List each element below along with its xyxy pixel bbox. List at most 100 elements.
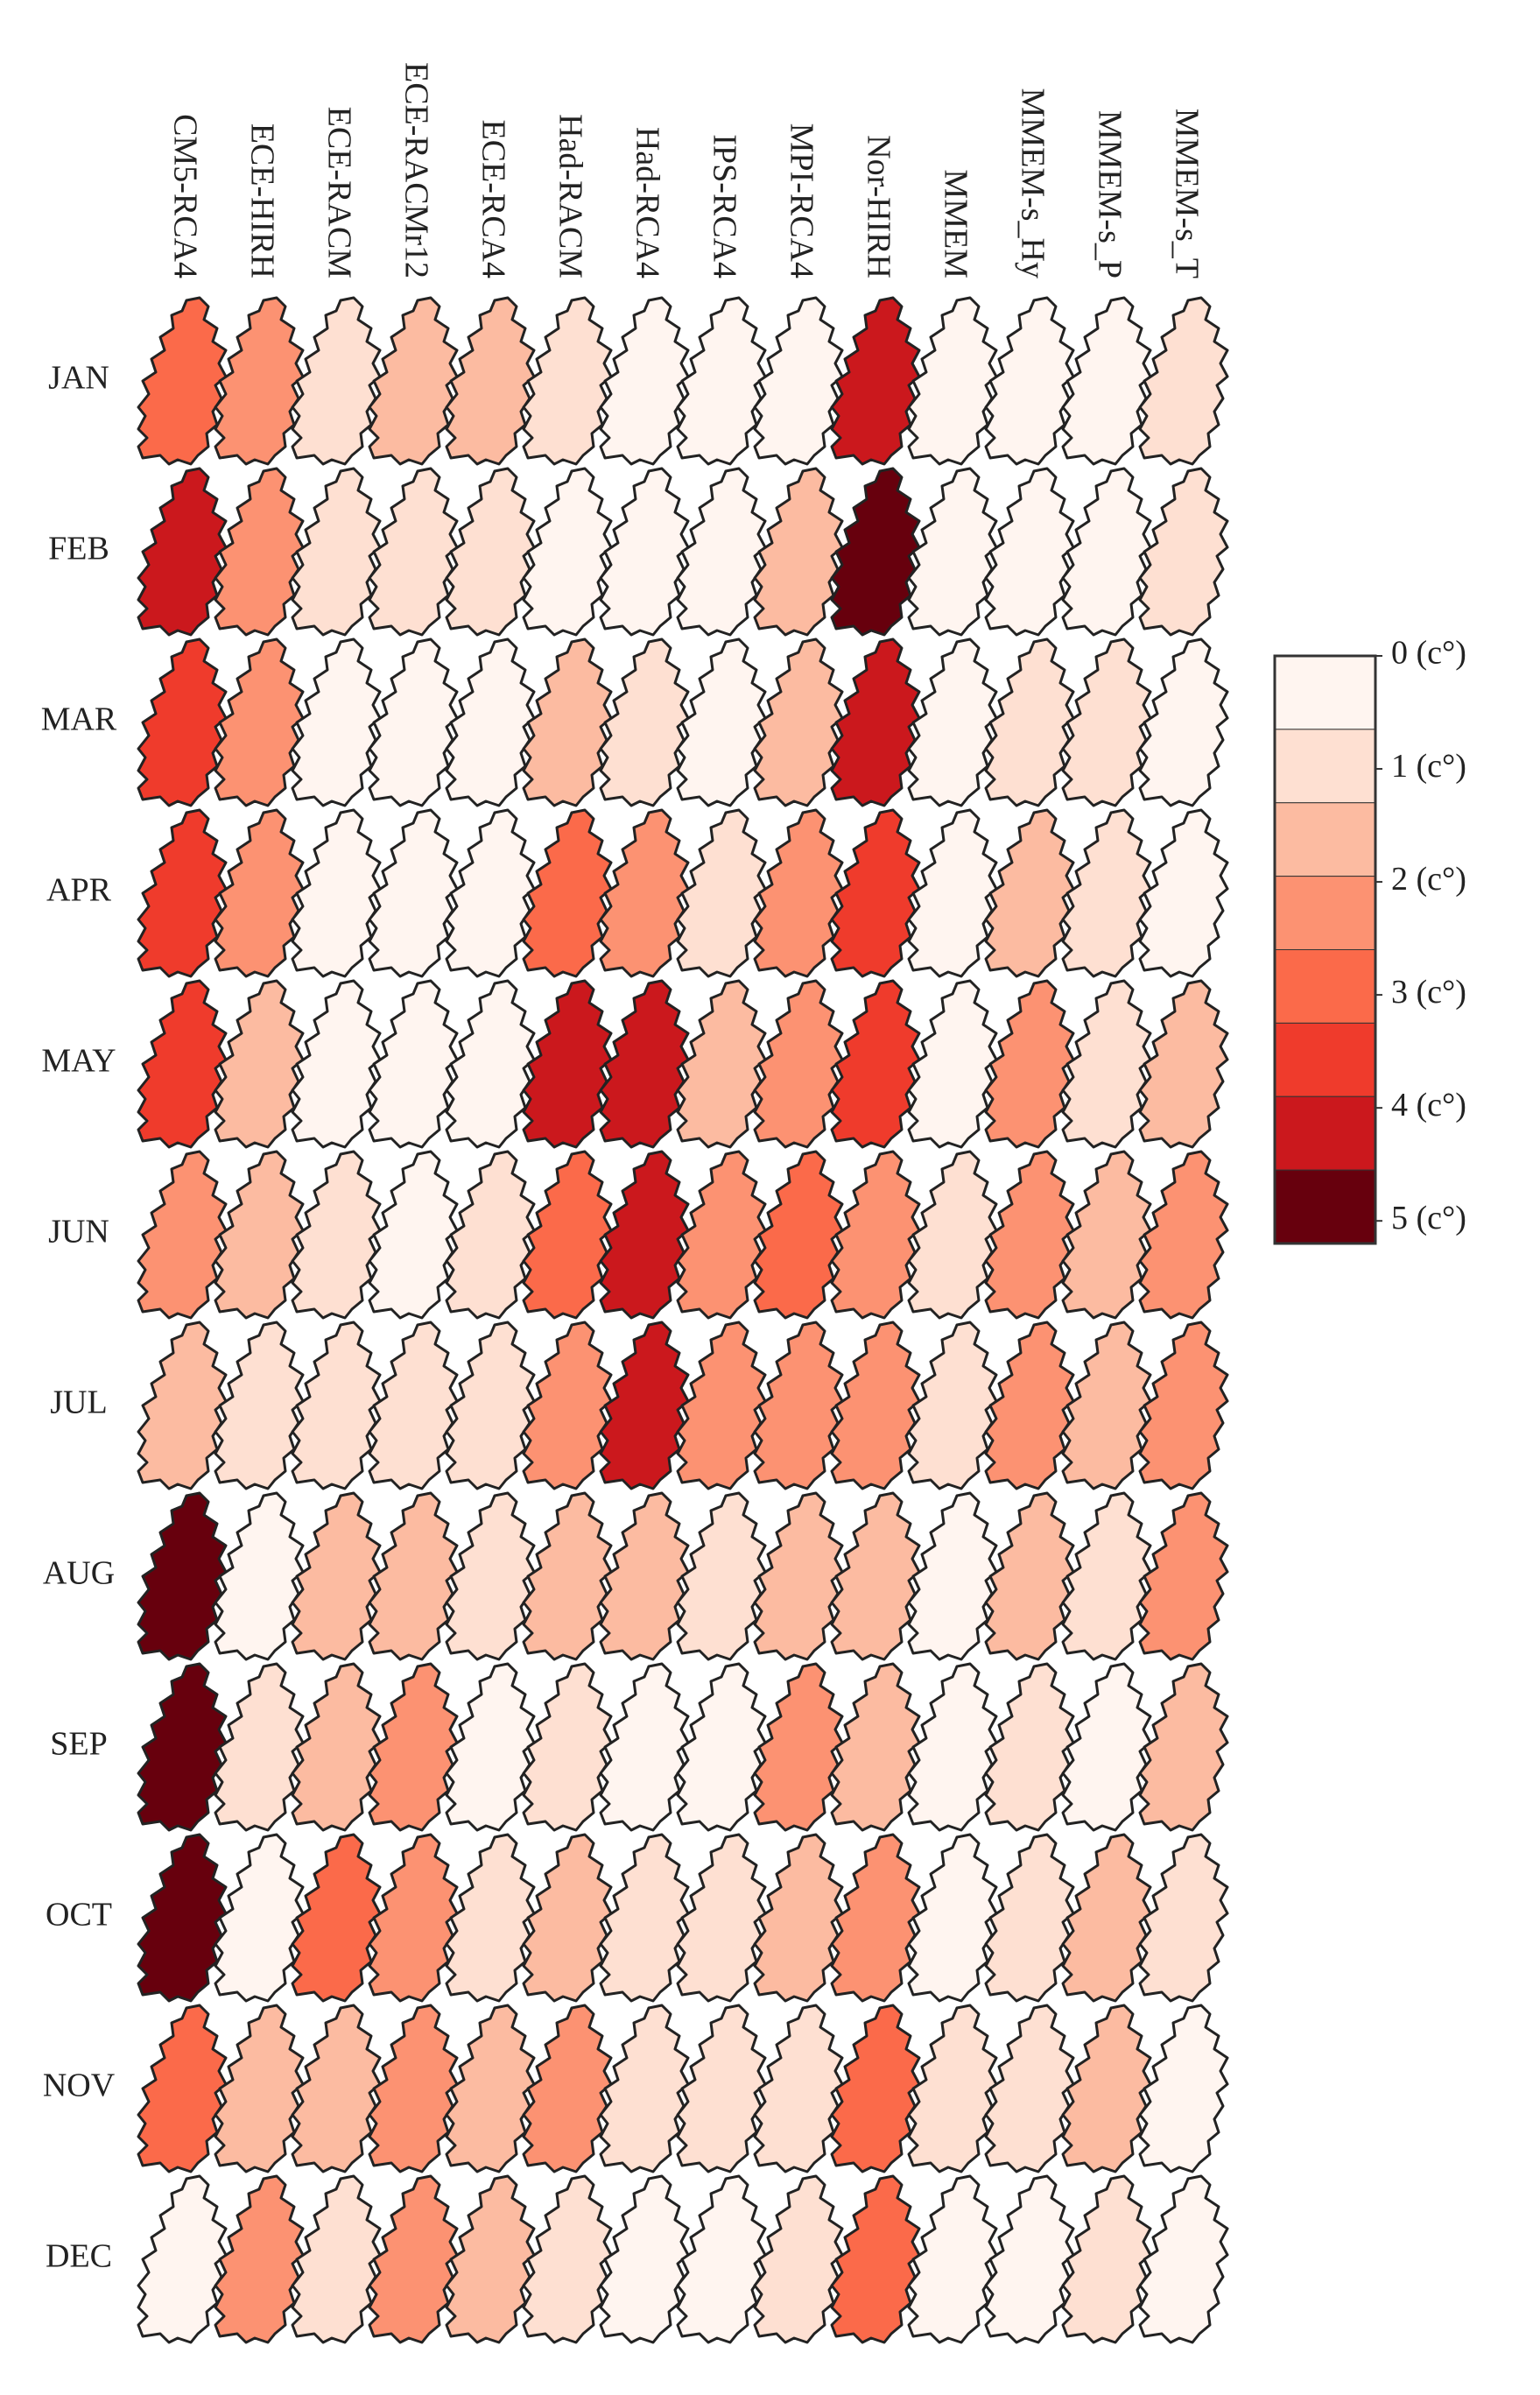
map-cell xyxy=(830,1662,921,1832)
map-cell xyxy=(522,637,613,807)
map-cell xyxy=(753,1321,844,1490)
map-cell xyxy=(907,1321,998,1490)
map-cell xyxy=(599,1150,690,1320)
map-cell xyxy=(1138,1491,1229,1661)
map-cell xyxy=(676,637,767,807)
legend-swatch xyxy=(1274,1022,1376,1097)
map-cell xyxy=(753,2174,844,2344)
map-cell xyxy=(984,979,1075,1149)
map-cell xyxy=(291,808,382,978)
column-label: ECE-RACMr12 xyxy=(397,62,434,278)
map-cell xyxy=(599,1321,690,1490)
map-cell xyxy=(214,467,305,637)
map-cell xyxy=(676,1491,767,1661)
map-cell xyxy=(830,2004,921,2173)
map-cell xyxy=(1061,637,1152,807)
map-cell xyxy=(291,2174,382,2344)
map-cell xyxy=(137,1491,228,1661)
map-cell xyxy=(214,1491,305,1661)
column-label: Had-RCA4 xyxy=(629,127,665,278)
map-cell xyxy=(676,467,767,637)
map-cell xyxy=(830,808,921,978)
map-cell xyxy=(522,2004,613,2173)
map-cell xyxy=(137,2004,228,2173)
row-label: OCT xyxy=(46,1897,112,1934)
map-cell xyxy=(445,979,536,1149)
map-cell xyxy=(599,2004,690,2173)
map-cell xyxy=(676,296,767,466)
map-cell xyxy=(522,1833,613,2003)
map-cell xyxy=(907,1491,998,1661)
map-cell xyxy=(291,1150,382,1320)
map-cell xyxy=(1138,467,1229,637)
map-cell xyxy=(368,808,459,978)
map-cell xyxy=(1061,979,1152,1149)
legend-label: 0 (c°) xyxy=(1391,635,1466,672)
column-label: ECE-RCA4 xyxy=(475,119,511,278)
legend-swatch xyxy=(1274,802,1376,877)
legend-frame xyxy=(1273,654,1377,1245)
map-cell xyxy=(984,467,1075,637)
legend-label: 1 (c°) xyxy=(1391,748,1466,785)
map-cell xyxy=(907,467,998,637)
map-cell xyxy=(599,979,690,1149)
map-cell xyxy=(137,1662,228,1832)
map-cell xyxy=(137,2174,228,2344)
map-cell xyxy=(984,2174,1075,2344)
map-cell xyxy=(753,2004,844,2173)
map-cell xyxy=(984,1833,1075,2003)
map-cell xyxy=(830,979,921,1149)
column-label: MMEM-s_T xyxy=(1168,109,1205,278)
map-cell xyxy=(1061,2174,1152,2344)
map-cell xyxy=(214,808,305,978)
map-cell xyxy=(753,1662,844,1832)
map-cell xyxy=(753,979,844,1149)
map-cell xyxy=(830,296,921,466)
map-cell xyxy=(291,467,382,637)
map-cell xyxy=(291,1662,382,1832)
legend-swatch xyxy=(1274,729,1376,804)
map-cell xyxy=(291,1491,382,1661)
map-cell xyxy=(599,296,690,466)
map-cell xyxy=(984,808,1075,978)
map-cell xyxy=(830,467,921,637)
row-label: JUN xyxy=(48,1214,109,1250)
map-cell xyxy=(214,296,305,466)
map-cell xyxy=(522,1491,613,1661)
map-cell xyxy=(830,637,921,807)
map-cell xyxy=(1061,296,1152,466)
map-cell xyxy=(907,1150,998,1320)
map-cell xyxy=(599,808,690,978)
map-cell xyxy=(676,1150,767,1320)
map-cell xyxy=(830,2174,921,2344)
row-label: NOV xyxy=(43,2067,116,2104)
map-cell xyxy=(1061,2004,1152,2173)
map-cell xyxy=(445,1491,536,1661)
column-label: ECE-RACM xyxy=(320,107,357,278)
map-cell xyxy=(522,1150,613,1320)
map-cell xyxy=(368,2004,459,2173)
map-cell xyxy=(137,1150,228,1320)
legend-swatch xyxy=(1274,949,1376,1024)
row-label: JAN xyxy=(48,360,109,397)
map-cell xyxy=(522,296,613,466)
column-label: IPS-RCA4 xyxy=(706,134,742,278)
map-cell xyxy=(1061,467,1152,637)
map-cell xyxy=(214,637,305,807)
map-cell xyxy=(137,979,228,1149)
map-cell xyxy=(291,637,382,807)
map-cell xyxy=(599,2174,690,2344)
map-cell xyxy=(522,979,613,1149)
map-cell xyxy=(445,2174,536,2344)
map-cell xyxy=(368,1321,459,1490)
legend-swatch xyxy=(1274,655,1376,730)
map-cell xyxy=(984,1150,1075,1320)
map-cell xyxy=(907,2004,998,2173)
map-cell xyxy=(214,2174,305,2344)
map-cell xyxy=(676,1833,767,2003)
map-cell xyxy=(599,1662,690,1832)
map-cell xyxy=(522,2174,613,2344)
map-cell xyxy=(907,808,998,978)
map-cell xyxy=(445,808,536,978)
map-cell xyxy=(907,637,998,807)
